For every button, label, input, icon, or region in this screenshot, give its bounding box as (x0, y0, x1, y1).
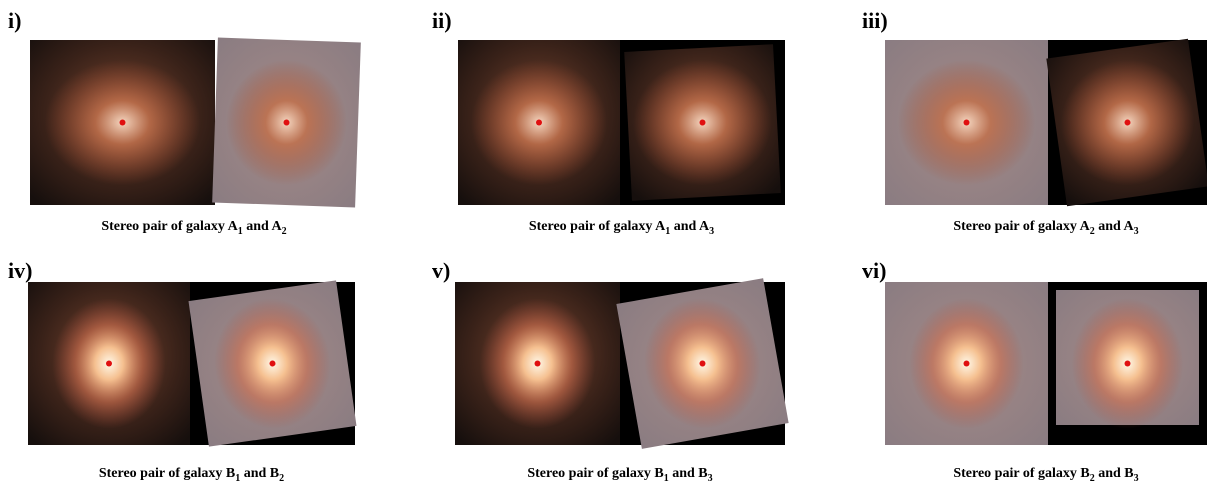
panel-label: iii) (862, 8, 888, 33)
caption-subscript: 1 (665, 226, 670, 237)
image-content (885, 40, 1048, 205)
caption-text: and B (1095, 466, 1134, 481)
center-marker (963, 119, 970, 126)
image (885, 40, 1048, 205)
panel: iv) Stereo pair of galaxy B1 and B2 (8, 258, 357, 484)
center-marker (536, 119, 542, 126)
image-content (188, 280, 357, 447)
panel: ii) Stereo pair of galaxy A1 and A3 (432, 8, 785, 237)
caption-subscript: 3 (709, 226, 714, 237)
image-content (1046, 38, 1207, 207)
image-content (455, 282, 620, 445)
image (212, 37, 361, 208)
center-marker (699, 360, 706, 367)
caption-subscript: 1 (238, 226, 243, 237)
caption-subscript: 3 (708, 473, 713, 484)
panel: iii) Stereo pair of galaxy A2 and A3 (862, 8, 1207, 237)
caption-text: and B (240, 466, 279, 481)
image (1048, 282, 1207, 445)
caption-text: Stereo pair of galaxy B (99, 466, 235, 481)
center-marker (283, 119, 290, 126)
caption-subscript: 2 (1090, 226, 1095, 237)
caption: Stereo pair of galaxy A1 and A2 (101, 219, 286, 237)
center-marker (106, 360, 112, 367)
center-marker (269, 360, 276, 367)
caption-subscript: 2 (1090, 473, 1095, 484)
image (885, 282, 1048, 445)
center-marker (699, 119, 706, 126)
caption: Stereo pair of galaxy A1 and A3 (529, 219, 714, 237)
panel-label: iv) (8, 258, 32, 283)
image (28, 282, 190, 445)
image (30, 40, 215, 205)
caption-subscript: 1 (235, 473, 240, 484)
panel-label: ii) (432, 8, 452, 33)
caption-text: and A (670, 219, 710, 234)
image (620, 40, 785, 205)
image (616, 278, 789, 449)
caption-text: Stereo pair of galaxy A (953, 219, 1090, 234)
caption-subscript: 2 (282, 226, 287, 237)
caption-subscript: 3 (1134, 473, 1139, 484)
panel: vi) Stereo pair of galaxy B2 and B3 (862, 258, 1207, 484)
image-content (28, 282, 190, 445)
caption: Stereo pair of galaxy B2 and B3 (953, 466, 1138, 484)
image-content (30, 40, 215, 205)
center-marker (1124, 119, 1131, 126)
panel-label: v) (432, 258, 450, 283)
panel-label: vi) (862, 258, 886, 283)
image (188, 280, 357, 447)
image-content (212, 37, 361, 208)
image (458, 40, 620, 205)
image-content (885, 282, 1048, 445)
caption: Stereo pair of galaxy A2 and A3 (953, 219, 1138, 237)
caption-text: and A (243, 219, 283, 234)
caption-subscript: 2 (279, 473, 284, 484)
caption-subscript: 1 (664, 473, 669, 484)
caption: Stereo pair of galaxy B1 and B3 (527, 466, 712, 484)
caption-text: and B (669, 466, 708, 481)
caption: Stereo pair of galaxy B1 and B2 (99, 466, 284, 484)
center-marker (963, 360, 970, 367)
caption-text: Stereo pair of galaxy A (529, 219, 666, 234)
panel: i) Stereo pair of galaxy A1 and A2 (8, 8, 361, 237)
caption-subscript: 3 (1134, 226, 1139, 237)
caption-text: Stereo pair of galaxy B (953, 466, 1089, 481)
caption-text: and A (1095, 219, 1135, 234)
caption-text: Stereo pair of galaxy B (527, 466, 663, 481)
center-marker (534, 360, 541, 367)
image-content (458, 40, 620, 205)
image-content (616, 278, 789, 449)
image-content (624, 44, 781, 201)
center-marker (1124, 360, 1131, 367)
center-marker (119, 119, 126, 126)
image-content (1056, 290, 1199, 429)
image (1046, 38, 1207, 207)
panel: v) Stereo pair of galaxy B1 and B3 (432, 258, 789, 484)
panel-label: i) (8, 8, 21, 33)
caption-text: Stereo pair of galaxy A (101, 219, 238, 234)
image (455, 282, 620, 445)
